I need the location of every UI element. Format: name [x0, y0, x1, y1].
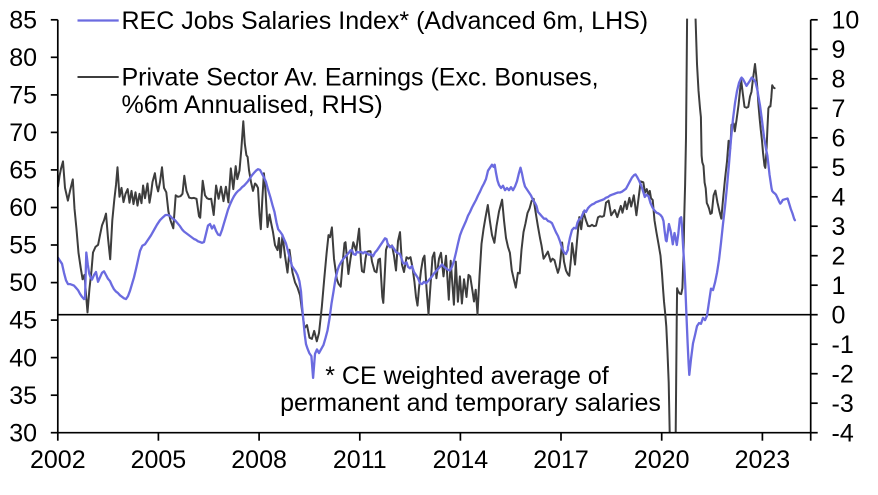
svg-text:* CE weighted average of: * CE weighted average of: [325, 362, 609, 390]
svg-text:4: 4: [832, 183, 846, 211]
svg-text:75: 75: [9, 82, 37, 110]
svg-text:9: 9: [832, 36, 846, 64]
svg-text:3: 3: [832, 213, 846, 241]
svg-text:85: 85: [9, 7, 37, 35]
svg-text:0: 0: [832, 301, 846, 329]
svg-text:30: 30: [9, 419, 37, 447]
svg-text:45: 45: [9, 307, 37, 335]
svg-text:10: 10: [832, 7, 860, 35]
svg-text:5: 5: [832, 154, 846, 182]
svg-text:2017: 2017: [533, 446, 589, 474]
svg-text:7: 7: [832, 95, 846, 123]
svg-text:permanent and temporary salari: permanent and temporary salaries: [280, 389, 661, 417]
svg-text:-3: -3: [832, 390, 854, 418]
svg-text:2020: 2020: [634, 446, 690, 474]
svg-text:2023: 2023: [735, 446, 791, 474]
svg-text:1: 1: [832, 272, 846, 300]
svg-text:-2: -2: [832, 360, 854, 388]
svg-text:Private Sector Av. Earnings (E: Private Sector Av. Earnings (Exc. Bonuse…: [122, 64, 599, 92]
svg-text:%6m Annualised, RHS): %6m Annualised, RHS): [122, 91, 383, 119]
svg-text:2: 2: [832, 242, 846, 270]
svg-text:REC Jobs Salaries Index* (Adva: REC Jobs Salaries Index* (Advanced 6m, L…: [122, 7, 649, 35]
svg-text:60: 60: [9, 194, 37, 222]
svg-text:-4: -4: [832, 419, 854, 447]
svg-text:-1: -1: [832, 331, 854, 359]
svg-text:80: 80: [9, 44, 37, 72]
svg-text:6: 6: [832, 124, 846, 152]
svg-text:2014: 2014: [433, 446, 489, 474]
svg-text:50: 50: [9, 269, 37, 297]
svg-text:65: 65: [9, 157, 37, 185]
svg-text:55: 55: [9, 232, 37, 260]
svg-text:2008: 2008: [231, 446, 287, 474]
svg-text:8: 8: [832, 65, 846, 93]
svg-text:70: 70: [9, 119, 37, 147]
svg-text:2005: 2005: [131, 446, 187, 474]
svg-text:2002: 2002: [30, 446, 86, 474]
svg-text:2011: 2011: [333, 446, 387, 474]
svg-text:40: 40: [9, 344, 37, 372]
svg-text:35: 35: [9, 382, 37, 410]
